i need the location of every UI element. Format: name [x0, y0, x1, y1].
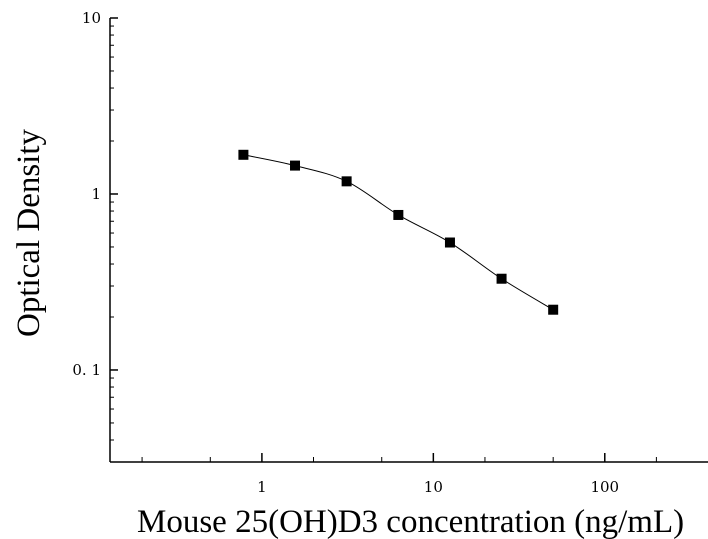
data-point	[393, 209, 404, 220]
y-axis-title: Optical Density	[11, 128, 47, 337]
y-axis-major-ticks	[110, 17, 118, 371]
y-tick-label: 10	[82, 9, 101, 27]
data-points	[238, 149, 559, 315]
data-point	[444, 237, 455, 248]
x-tick-label: 100	[590, 478, 619, 496]
data-point	[290, 160, 301, 171]
data-point	[496, 273, 507, 284]
x-axis-minor-ticks	[141, 457, 657, 462]
y-tick-label: 0. 1	[72, 361, 101, 379]
data-point	[238, 149, 249, 160]
fit-curve	[243, 154, 554, 311]
data-point	[341, 176, 352, 187]
x-axis-title: Mouse 25(OH)D3 concentration (ng/mL)	[137, 504, 684, 539]
x-tick-label: 1	[257, 478, 267, 496]
x-axis-major-ticks	[261, 453, 606, 462]
data-point	[548, 304, 559, 315]
x-axis-tick-labels: 1 10 100	[257, 478, 619, 496]
x-tick-label: 10	[424, 478, 443, 496]
y-tick-label: 1	[91, 185, 101, 203]
y-axis-tick-labels: 0. 1 1 10	[72, 9, 101, 379]
